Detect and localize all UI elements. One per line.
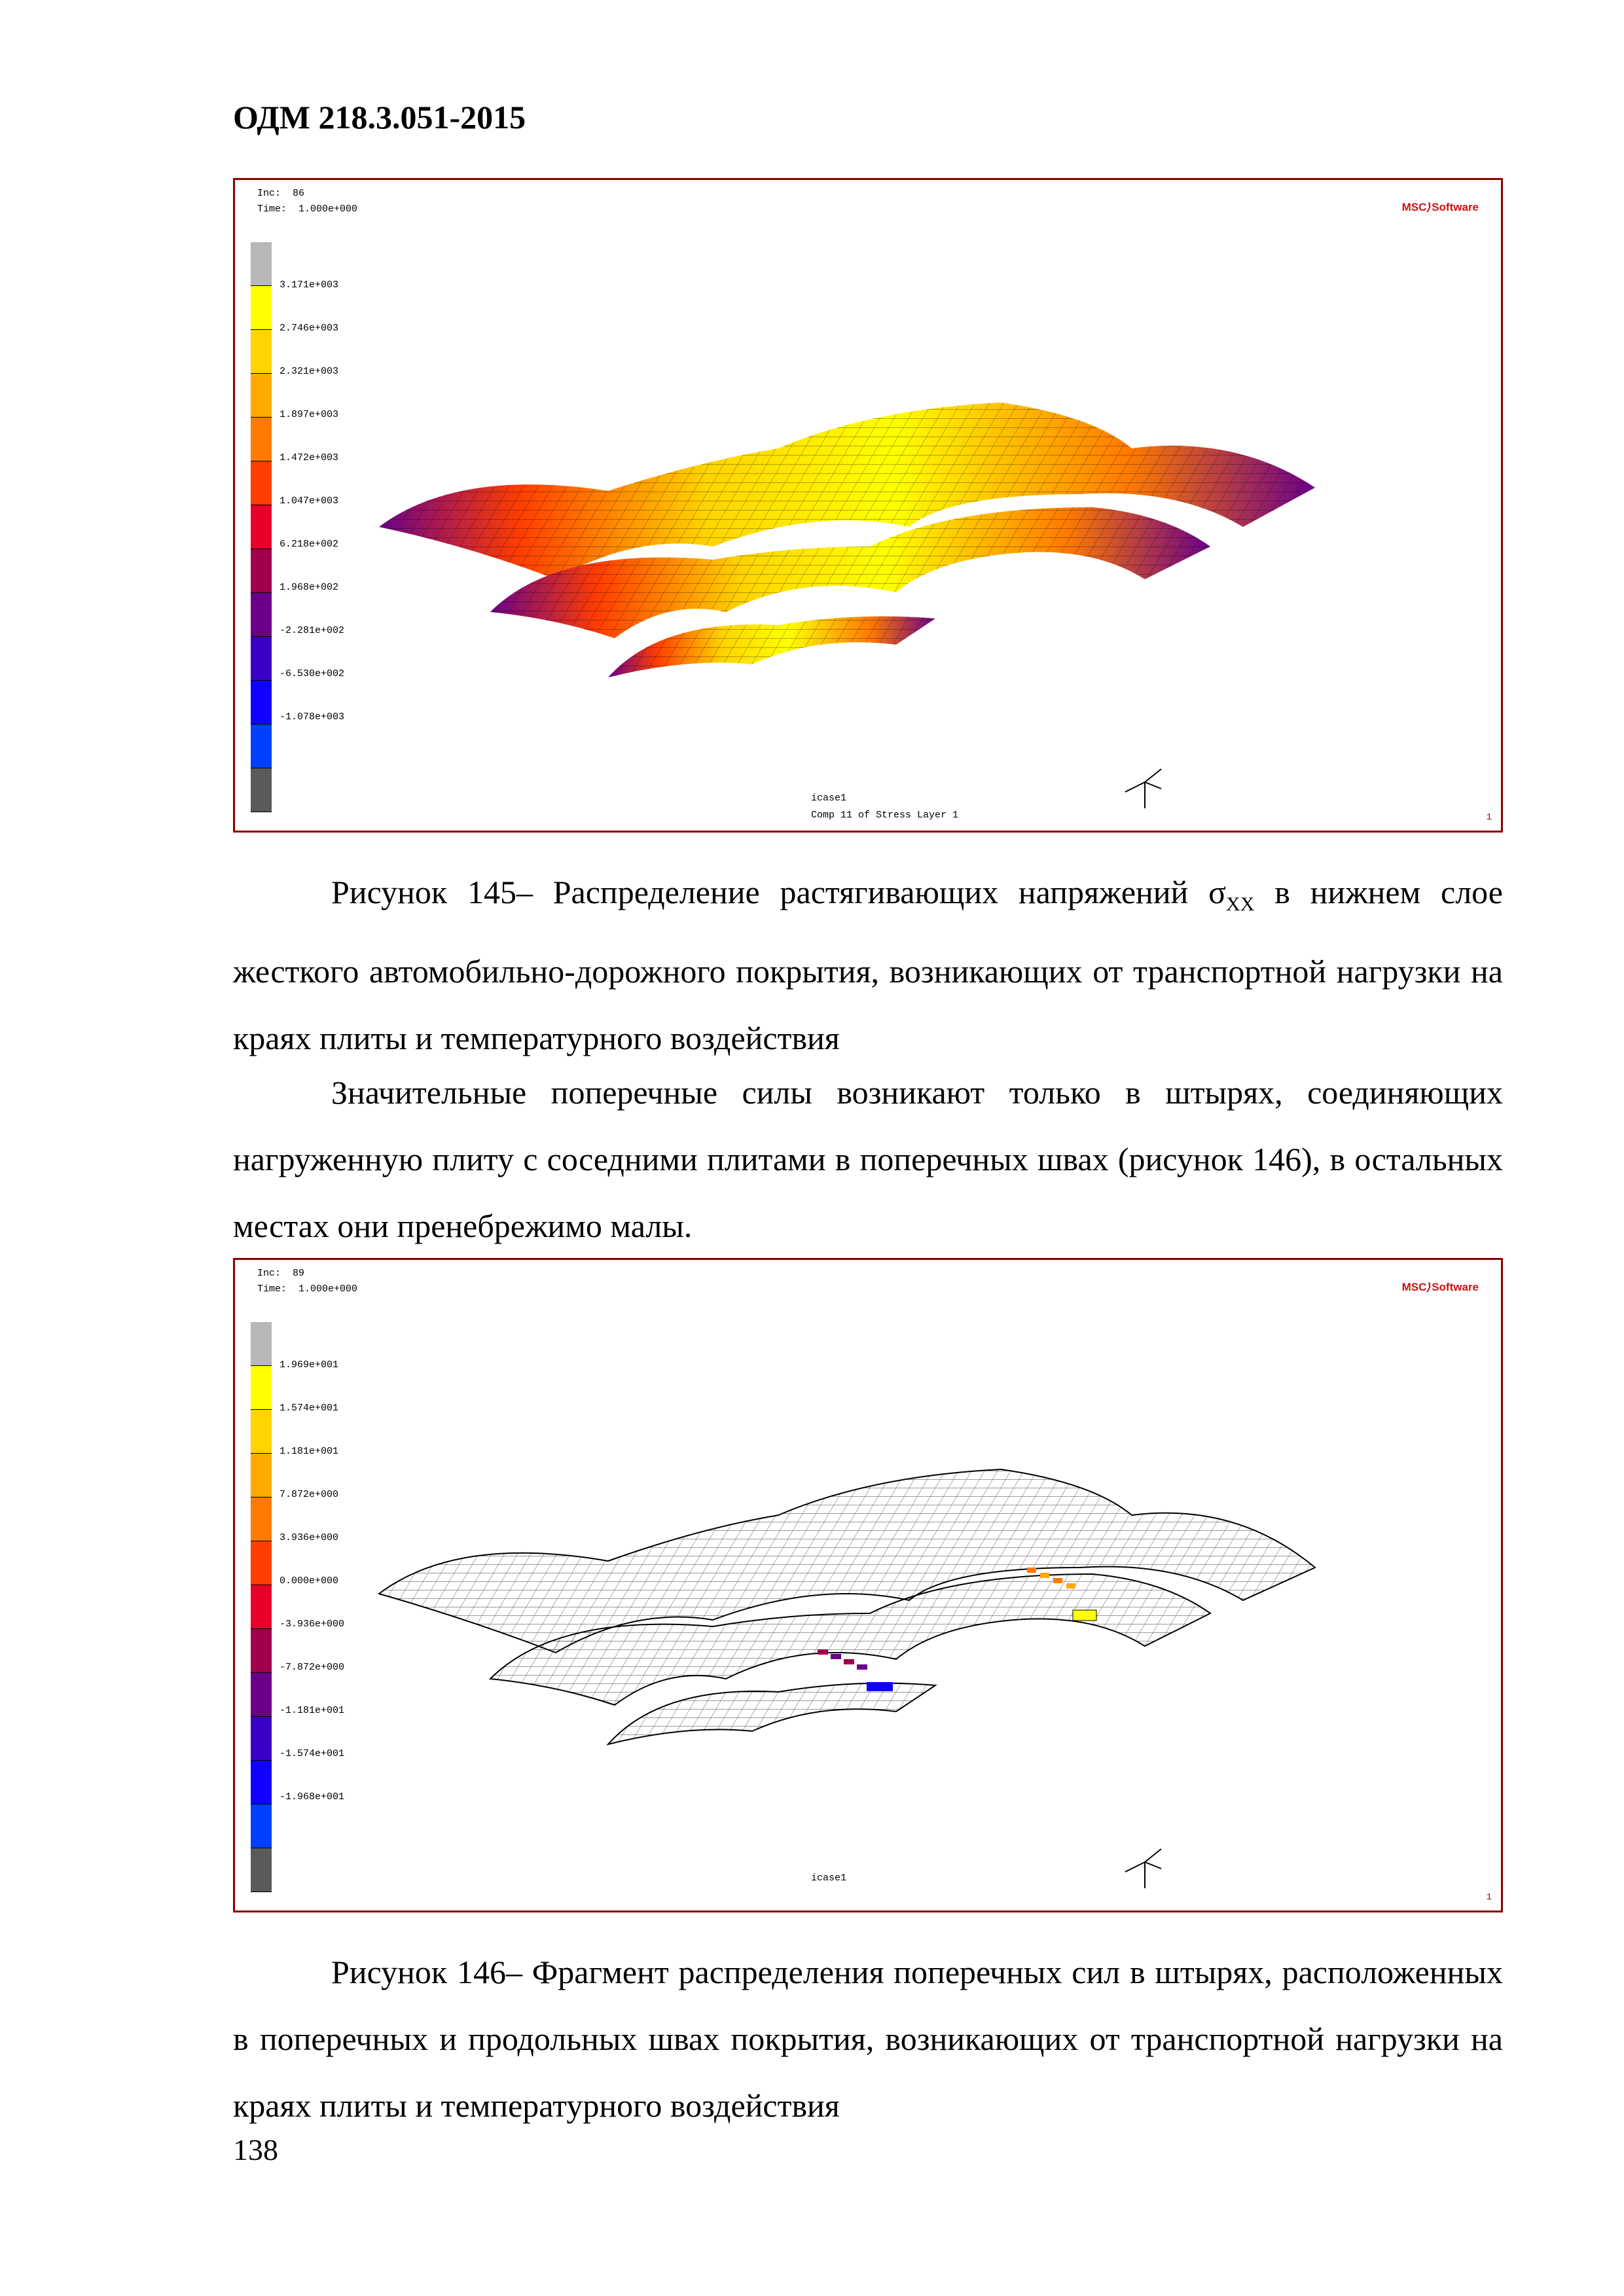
axis-triad-icon [1125, 1848, 1162, 1888]
msc-software-logo: MSC⟩Software [1401, 201, 1479, 213]
document-code: ОДМ 218.3.051-2015 [233, 99, 526, 135]
legend-value: 1.181e+001 [280, 1446, 339, 1457]
legend-swatch [251, 1585, 272, 1629]
caption-figure-145: Рисунок 145– Распределение растягивающих… [233, 874, 1503, 1056]
axis-triad-icon [1125, 768, 1162, 808]
time-label: Time: 1.000e+000 [257, 1283, 358, 1295]
body-paragraph: Значительные поперечные силы возникают т… [233, 1074, 1503, 1244]
legend-swatch [251, 725, 272, 768]
legend-swatch [251, 1848, 272, 1892]
legend-value: 1.472e+003 [280, 452, 339, 463]
legend-swatch [251, 637, 272, 681]
figure-window-index: 1 [1486, 1892, 1492, 1903]
msc-software-logo: MSC⟩Software [1401, 1281, 1479, 1293]
legend-swatch [251, 374, 272, 418]
legend-value: -2.281e+002 [280, 625, 345, 636]
legend-swatch [251, 461, 272, 505]
legend-value: -1.181e+001 [280, 1705, 345, 1716]
legend-swatch [251, 1541, 272, 1585]
legend-value: -3.936e+000 [280, 1619, 345, 1630]
figure-window-index: 1 [1486, 812, 1492, 823]
job-label: icase1 [811, 1873, 847, 1884]
legend-value: 0.000e+000 [280, 1575, 339, 1587]
legend-swatch [251, 1804, 272, 1848]
legend-swatch [251, 286, 272, 330]
job-label: icase1 [811, 793, 847, 804]
increment-label: Inc: 86 [257, 188, 305, 199]
pavement-stress-surface [379, 403, 1315, 677]
legend-value: 1.047e+003 [280, 495, 339, 507]
legend-swatch [251, 505, 272, 549]
legend-value: 3.171e+003 [280, 279, 339, 291]
legend-swatch [251, 593, 272, 637]
legend-swatch [251, 768, 272, 812]
legend-swatch [251, 681, 272, 725]
legend-swatch [251, 1717, 272, 1761]
caption-figure-146: Рисунок 146– Фрагмент распределения попе… [233, 1954, 1503, 2124]
legend-value: 6.218e+002 [280, 539, 339, 550]
legend-swatch [251, 1498, 272, 1541]
legend-value: 2.321e+003 [280, 366, 339, 377]
color-legend-bar [251, 1322, 272, 1892]
legend-value: -1.078e+003 [280, 711, 345, 723]
legend-value: -6.530e+002 [280, 668, 345, 679]
legend-swatch [251, 1366, 272, 1410]
legend-swatch [251, 418, 272, 461]
legend-value: 3.936e+000 [280, 1532, 339, 1543]
legend-swatch [251, 330, 272, 374]
figure-145-fem-plot: Inc: 86 Time: 1.000e+000 MSC⟩Software 3.… [233, 178, 1503, 833]
color-legend-bar [251, 242, 272, 812]
legend-swatch [251, 242, 272, 286]
page-number: 138 [233, 2133, 278, 2166]
increment-label: Inc: 89 [257, 1268, 305, 1279]
legend-swatch [251, 1673, 272, 1717]
legend-swatch [251, 549, 272, 593]
legend-value: -1.574e+001 [280, 1748, 345, 1759]
legend-swatch [251, 1322, 272, 1366]
legend-value: -7.872e+000 [280, 1662, 345, 1673]
legend-value: 1.968e+002 [280, 582, 339, 593]
legend-value: 1.897e+003 [280, 409, 339, 420]
legend-value: -1.968e+001 [280, 1791, 345, 1803]
legend-value: 1.969e+001 [280, 1359, 339, 1371]
legend-value: 7.872e+000 [280, 1489, 339, 1500]
legend-swatch [251, 1629, 272, 1673]
legend-swatch [251, 1454, 272, 1498]
legend-value: 1.574e+001 [280, 1403, 339, 1414]
legend-swatch [251, 1410, 272, 1454]
plot-quantity-label: Comp 11 of Stress Layer 1 [811, 810, 959, 821]
time-label: Time: 1.000e+000 [257, 204, 358, 215]
dowel-force-markers [818, 1568, 1097, 1691]
legend-value: 2.746e+003 [280, 323, 339, 334]
figure-146-fem-plot: Inc: 89 Time: 1.000e+000 MSC⟩Software 1.… [233, 1258, 1503, 1912]
legend-swatch [251, 1761, 272, 1804]
pavement-mesh-wireframe [377, 1468, 1316, 1746]
